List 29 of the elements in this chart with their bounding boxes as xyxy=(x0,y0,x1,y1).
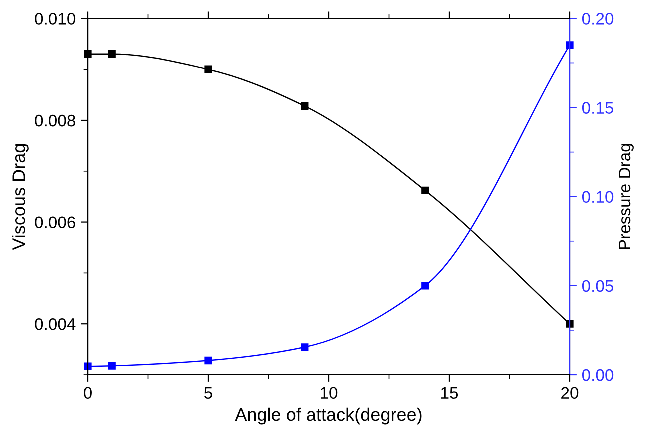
point xyxy=(566,320,574,328)
y2-tick-label: 0.10 xyxy=(582,191,614,204)
y-tick-label: 0.008 xyxy=(35,114,76,127)
x-tick-label: 5 xyxy=(204,387,212,400)
y-tick-label: 0.006 xyxy=(35,216,76,229)
point xyxy=(204,66,212,74)
x-tick-label: 20 xyxy=(562,387,579,400)
x-tick-label: 10 xyxy=(321,387,338,400)
y2-tick-label: 0.15 xyxy=(582,102,614,114)
point xyxy=(204,356,212,365)
point xyxy=(301,102,309,110)
point xyxy=(84,362,92,370)
y-axis-title: Viscous Drag xyxy=(12,144,29,250)
point xyxy=(422,282,430,290)
y2-tick-label: 0.00 xyxy=(582,369,614,382)
x-axis-title: Angle of attack(degree) xyxy=(235,408,422,425)
point xyxy=(108,362,116,370)
y-tick-label: 0.010 xyxy=(35,13,76,25)
point xyxy=(84,50,92,58)
point xyxy=(301,344,309,352)
x-tick-label: 15 xyxy=(442,387,458,400)
point xyxy=(108,50,116,58)
y2-axis-title: Pressure Drag xyxy=(619,144,634,250)
point xyxy=(422,186,430,195)
y2-tick-label: 0.05 xyxy=(582,280,614,292)
point xyxy=(566,42,574,50)
y-tick-label: 0.004 xyxy=(35,318,76,330)
x-tick-label: 0 xyxy=(84,387,92,400)
y2-tick-label: 0.20 xyxy=(582,13,614,25)
